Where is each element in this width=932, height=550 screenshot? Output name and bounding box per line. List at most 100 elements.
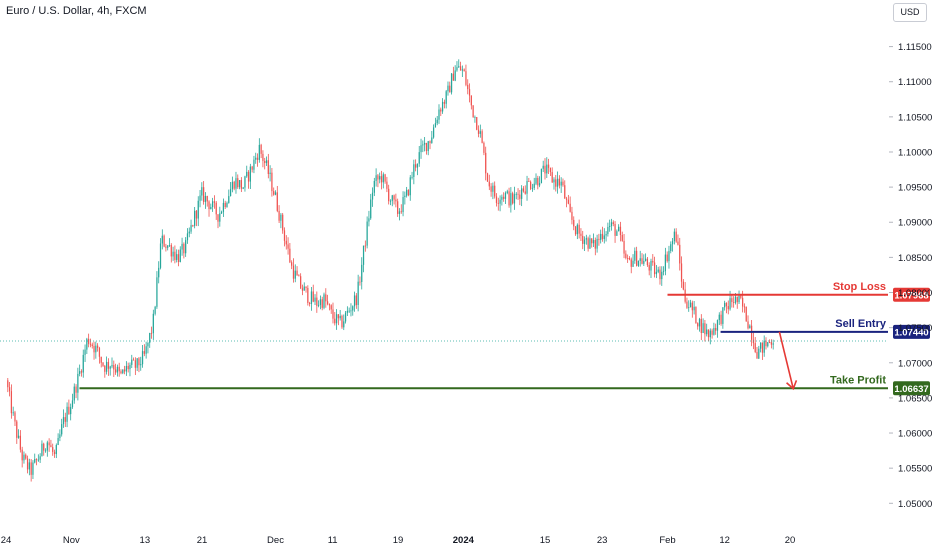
candle [61,418,63,437]
candle [434,117,437,128]
candle [114,363,117,375]
time-tick-label: 24 [1,535,12,546]
candle [154,305,156,316]
candle [52,443,54,456]
candle [168,238,171,247]
candle-body [253,159,255,170]
candle-body [341,315,343,328]
candle-body [758,348,760,359]
candle-body [154,306,156,314]
candle [134,357,136,376]
candle [84,344,86,362]
candle [156,271,158,309]
candle-body [425,142,428,151]
candle-body [404,195,406,198]
price-tick-label: 1.09500 [898,183,932,194]
candle [260,143,262,159]
candle [89,338,92,348]
candle-body [729,298,731,310]
candle-body [330,305,332,310]
candle [772,339,774,350]
candle-body [544,165,546,174]
candle-body [535,177,537,184]
candle-body [353,295,356,307]
candle-body [709,330,711,338]
candle [321,296,323,311]
candle-body [411,176,413,178]
candle-body [389,200,392,202]
candle-body [152,313,154,334]
candle-body [465,71,467,85]
candle [761,342,764,360]
candle [265,156,268,167]
candle [436,115,438,126]
candle [129,362,131,377]
candle-body [82,354,84,373]
candle-body [8,387,11,392]
candle [226,201,228,208]
candle-body [57,437,59,445]
candle-body [423,142,426,145]
candle-body [406,189,408,196]
candle [107,358,110,376]
candle [406,186,408,198]
candle-body [111,365,113,367]
candle [190,219,192,234]
candle-body [657,269,659,272]
candle-body [70,407,72,415]
candle [48,438,50,452]
candle-body [565,198,568,200]
candle [30,459,32,482]
candle-body [289,248,291,263]
currency-button[interactable]: USD [893,3,927,22]
candle-body [560,181,562,186]
candle [630,257,632,274]
candle-body [567,199,569,204]
candle [476,116,478,131]
candle-body [754,343,756,353]
candle [420,138,422,159]
candle-body [62,417,65,425]
candle [551,167,553,183]
candle [362,245,365,273]
candle-body [52,447,54,452]
candle [519,189,521,206]
candle-body [231,181,234,190]
candle [443,99,446,109]
candle-body [362,245,365,265]
candle [709,328,711,345]
candle-body [508,191,510,206]
candle [587,236,589,252]
candle-body [136,358,138,368]
price-tick-label: 1.11000 [898,77,932,88]
candle-body [668,250,670,262]
candle [605,231,607,242]
candle [693,301,695,315]
candle-body [141,351,144,365]
candle-body [309,302,311,304]
candle [402,191,404,217]
candle-body [77,373,79,393]
candle-body [328,304,331,306]
candle-body [443,101,446,104]
candle [82,349,84,378]
candle [418,145,420,167]
candle-body [395,199,397,202]
candle [66,402,68,428]
candle [499,195,501,212]
candle [59,429,61,442]
candle [655,265,658,279]
candle-body [208,201,210,210]
candle [251,165,253,173]
candle [210,203,212,210]
candle-body [761,342,764,353]
candle-body [91,344,93,346]
candle [104,364,106,378]
candle-body [113,365,115,370]
candle [391,194,393,207]
candle [192,224,194,228]
candle-body [44,450,47,452]
candle [524,185,526,195]
candle [422,140,424,153]
